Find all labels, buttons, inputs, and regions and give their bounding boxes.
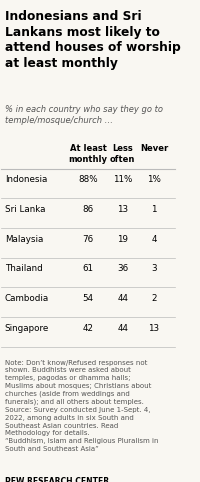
Text: 13: 13: [117, 205, 128, 214]
Text: 1: 1: [151, 205, 157, 214]
Text: PEW RESEARCH CENTER: PEW RESEARCH CENTER: [5, 477, 109, 482]
Text: Indonesia: Indonesia: [5, 175, 47, 184]
Text: 44: 44: [117, 324, 128, 333]
Text: 4: 4: [151, 235, 157, 244]
Text: 42: 42: [83, 324, 94, 333]
Text: % in each country who say they go to
temple/mosque/church …: % in each country who say they go to tem…: [5, 106, 163, 125]
Text: 2: 2: [151, 294, 157, 303]
Text: Malaysia: Malaysia: [5, 235, 43, 244]
Text: Never: Never: [140, 144, 168, 153]
Text: Cambodia: Cambodia: [5, 294, 49, 303]
Text: 44: 44: [117, 294, 128, 303]
Text: 1%: 1%: [147, 175, 161, 184]
Text: 11%: 11%: [113, 175, 132, 184]
Text: 88%: 88%: [78, 175, 98, 184]
Text: Singapore: Singapore: [5, 324, 49, 333]
Text: 3: 3: [151, 265, 157, 273]
Text: 36: 36: [117, 265, 128, 273]
Text: 13: 13: [148, 324, 160, 333]
Text: 86: 86: [83, 205, 94, 214]
Text: 54: 54: [83, 294, 94, 303]
Text: 76: 76: [83, 235, 94, 244]
Text: 61: 61: [83, 265, 94, 273]
Text: 19: 19: [117, 235, 128, 244]
Text: Note: Don’t know/Refused responses not
shown. Buddhists were asked about
temples: Note: Don’t know/Refused responses not s…: [5, 360, 158, 452]
Text: At least
monthly: At least monthly: [69, 144, 108, 163]
Text: Indonesians and Sri
Lankans most likely to
attend houses of worship
at least mon: Indonesians and Sri Lankans most likely …: [5, 10, 181, 69]
Text: Sri Lanka: Sri Lanka: [5, 205, 45, 214]
Text: Thailand: Thailand: [5, 265, 43, 273]
Text: Less
often: Less often: [110, 144, 135, 163]
